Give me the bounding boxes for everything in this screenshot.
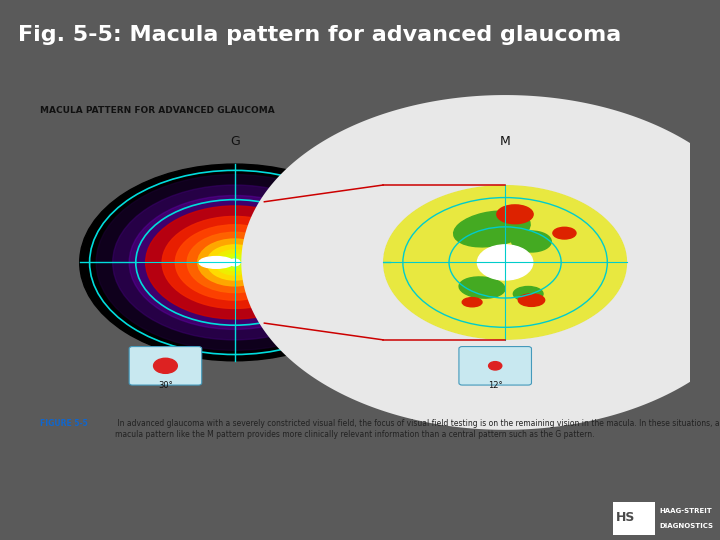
Circle shape [222,254,248,271]
Ellipse shape [513,287,543,301]
Circle shape [198,239,271,286]
Ellipse shape [553,227,576,239]
FancyBboxPatch shape [129,347,202,385]
Ellipse shape [459,277,505,298]
Circle shape [383,185,627,340]
Circle shape [187,232,282,293]
Text: G: G [230,134,240,147]
Circle shape [489,362,502,370]
FancyBboxPatch shape [613,502,655,535]
Circle shape [477,245,533,280]
Circle shape [96,174,373,350]
Text: Fig. 5-5: Macula pattern for advanced glaucoma: Fig. 5-5: Macula pattern for advanced gl… [18,25,621,45]
Text: 12°: 12° [488,381,503,390]
Text: HS: HS [616,511,636,524]
Circle shape [207,245,262,280]
Text: M: M [500,134,510,147]
Circle shape [153,358,177,373]
Circle shape [129,195,341,329]
Text: HAAG-STREIT: HAAG-STREIT [660,508,712,514]
Circle shape [215,250,254,275]
Text: In advanced glaucoma with a severely constricted visual field, the focus of visu: In advanced glaucoma with a severely con… [114,420,719,439]
Circle shape [145,206,324,319]
Text: FIGURE 5-5: FIGURE 5-5 [40,420,88,428]
Text: 30°: 30° [158,381,173,390]
Circle shape [226,257,243,268]
Circle shape [113,185,356,340]
Ellipse shape [462,298,482,307]
Polygon shape [241,95,720,430]
Ellipse shape [497,205,533,224]
Circle shape [80,164,390,361]
Circle shape [176,225,294,300]
Circle shape [230,259,240,266]
Ellipse shape [199,256,233,268]
Text: MACULA PATTERN FOR ADVANCED GLAUCOMA: MACULA PATTERN FOR ADVANCED GLAUCOMA [40,105,275,114]
Ellipse shape [454,211,530,247]
Circle shape [162,217,307,308]
Text: DIAGNOSTICS: DIAGNOSTICS [660,523,714,529]
FancyBboxPatch shape [459,347,531,385]
Ellipse shape [518,294,544,306]
Ellipse shape [512,231,552,252]
